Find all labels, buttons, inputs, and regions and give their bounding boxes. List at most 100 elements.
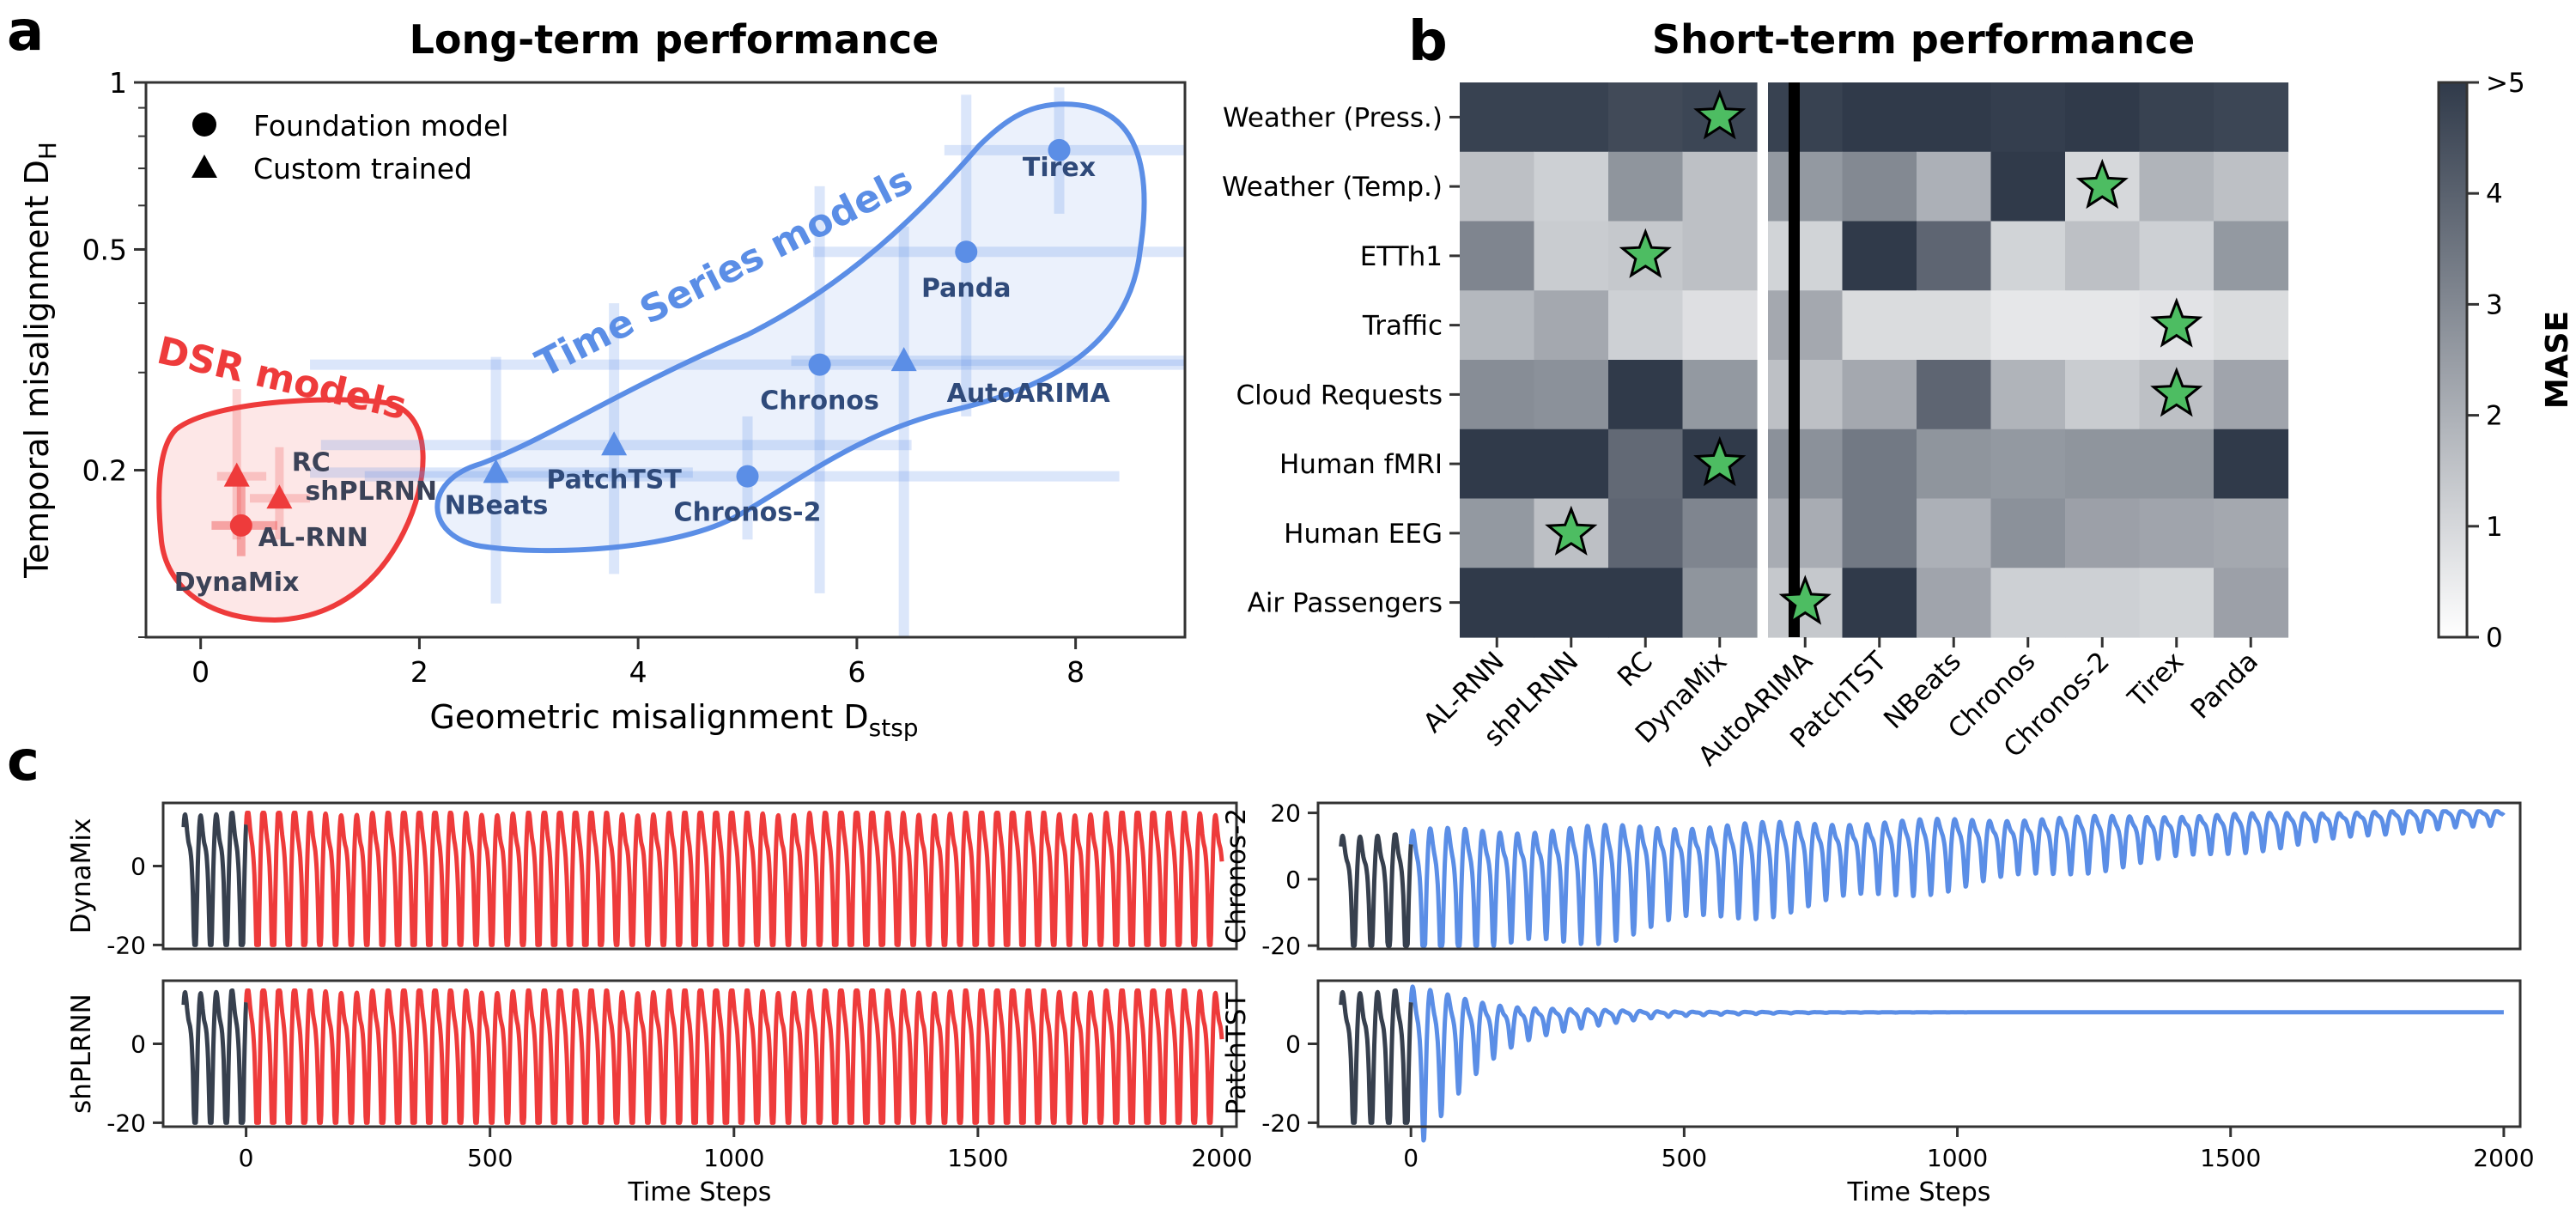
- heatmap-cell: [1608, 151, 1684, 222]
- heatmap-cell: [1917, 151, 1992, 222]
- star-icon: [2150, 297, 2203, 348]
- heatmap-cell: [2139, 221, 2215, 291]
- colorbar-tick-label: 1: [2486, 512, 2503, 543]
- x-tick-label: 2000: [1191, 1144, 1252, 1172]
- trace-ylabel: PatchTST: [1221, 992, 1252, 1116]
- trace-ylabel: Chronos-2: [1221, 808, 1252, 944]
- context-series: [181, 811, 249, 947]
- star-icon: [1693, 435, 1747, 487]
- point-marker: [890, 347, 917, 372]
- row-label: Traffic: [1362, 311, 1443, 342]
- heatmap-cell: [1842, 82, 1917, 153]
- point-label: Tirex: [1023, 153, 1096, 183]
- point-marker: [223, 462, 250, 487]
- point-label: shPLRNN: [305, 477, 437, 507]
- y-tick-label: 0.2: [82, 454, 127, 488]
- heatmap-cell: [1682, 221, 1758, 291]
- scatter-legend: Foundation model Custom trained: [191, 109, 508, 185]
- y-tick-label: 0: [1285, 866, 1301, 894]
- heatmap-cell: [1608, 82, 1684, 153]
- heatmap-cell: [2214, 151, 2289, 222]
- heatmap-cell: [1534, 82, 1609, 153]
- star-icon: [1619, 228, 1672, 278]
- heatmap-cell: [2214, 498, 2289, 568]
- markers: [223, 138, 1071, 537]
- y-tick-label: -20: [1261, 1109, 1301, 1137]
- colorbar-label: MASE: [2540, 311, 2575, 409]
- panel-title-b: Short-term performance: [1652, 16, 2195, 63]
- heatmap-cell: [1534, 360, 1609, 430]
- column-label: Tirex: [2122, 646, 2190, 714]
- heatmap-cell: [1608, 568, 1684, 638]
- heatmap-cell: [1534, 290, 1609, 361]
- heatmap-cell: [2139, 568, 2215, 638]
- prediction-series: [1408, 809, 2506, 948]
- heatmap-cell: [1534, 429, 1609, 500]
- legend-custom-label: Custom trained: [253, 152, 472, 185]
- heatmap-cell: [1990, 360, 2066, 430]
- colorbar-tick-label: >5: [2486, 68, 2525, 99]
- trace-xlabel: Time Steps: [628, 1177, 772, 1207]
- panel-letter-a: a: [7, 0, 44, 64]
- colorbar-tick-label: 3: [2486, 289, 2503, 320]
- heatmap-cell: [1842, 429, 1917, 500]
- heatmap-cell: [1608, 498, 1684, 568]
- heatmap-cell: [2065, 429, 2141, 500]
- time-series-panel: -20 0 DynaMix -20 0 20 Chronos-2 -20 0 0 500 1000 15…: [66, 799, 2535, 1207]
- point-marker: [1048, 138, 1071, 161]
- dsr-group-outline: [156, 397, 426, 623]
- colorbar-tick-label: 4: [2486, 179, 2503, 210]
- x-tick-label: 6: [848, 655, 866, 689]
- prediction-series: [244, 988, 1224, 1125]
- row-labels: Weather (Press.) Weather (Temp.) ETTh1 Traf…: [1222, 102, 1460, 619]
- best-model-stars: [1545, 89, 2203, 625]
- heatmap-cell: [1842, 221, 1917, 291]
- x-tick-label: 0: [191, 655, 210, 689]
- heatmap-cell: [1682, 568, 1758, 638]
- trace-subplot-trace-dynamix: -20 0 DynaMix: [66, 801, 1238, 959]
- heatmap-cell: [2214, 82, 2289, 153]
- star-icon: [2150, 367, 2203, 417]
- star-icon: [2075, 158, 2129, 210]
- y-tick-label: 0: [131, 853, 146, 881]
- heatmap-cell: [1682, 151, 1758, 222]
- prediction-series: [244, 811, 1224, 947]
- panel-letter-c: c: [7, 730, 39, 793]
- x-tick-label: 0: [1403, 1144, 1419, 1172]
- x-tick-label: 1000: [703, 1144, 764, 1172]
- legend-foundation-label: Foundation model: [253, 109, 508, 143]
- scatter-axes: 0 2 4 6 8 0.2 0.5 1: [82, 66, 1085, 689]
- context-series: [1339, 988, 1413, 1125]
- colorbar-tick-label: 0: [2486, 623, 2503, 654]
- heatmap-cell: [2065, 568, 2141, 638]
- heatmap-cell: [2065, 360, 2141, 430]
- colorbar: [2437, 81, 2469, 639]
- heatmap-cell: [1990, 290, 2066, 361]
- heatmap-cell: [2214, 360, 2289, 430]
- heatmap-cell: [1917, 221, 1992, 291]
- heatmap-cell: [1917, 498, 1992, 568]
- heatmap-cell: [1608, 429, 1684, 500]
- point-marker: [601, 431, 628, 456]
- heatmap-cell: [1460, 360, 1535, 430]
- heatmap-cell: [1842, 151, 1917, 222]
- column-label: RC: [1612, 646, 1659, 693]
- x-tick-label: 0: [239, 1144, 254, 1172]
- heatmap-cell: [1682, 360, 1758, 430]
- point-label: DynaMix: [174, 568, 300, 598]
- trace-subplot-trace-chronos2: -20 0 20 Chronos-2: [1221, 799, 2522, 960]
- heatmap-cell: [1990, 498, 2066, 568]
- star-icon: [1693, 89, 1747, 140]
- heatmap-cell: [1460, 568, 1535, 638]
- trace-frame: [161, 801, 1238, 951]
- x-tick-label: 1500: [2200, 1144, 2261, 1172]
- heatmap-cell: [1842, 498, 1917, 568]
- y-tick-label: 20: [1270, 799, 1301, 828]
- legend-circle-icon: [192, 112, 216, 137]
- heatmap-cell: [2139, 429, 2215, 500]
- colorbar-ticks: 0 1 2 3 4 >5: [2467, 68, 2525, 654]
- x-tick-label: 500: [1662, 1144, 1707, 1172]
- heatmap-cell: [1534, 151, 1609, 222]
- point-marker: [955, 240, 978, 264]
